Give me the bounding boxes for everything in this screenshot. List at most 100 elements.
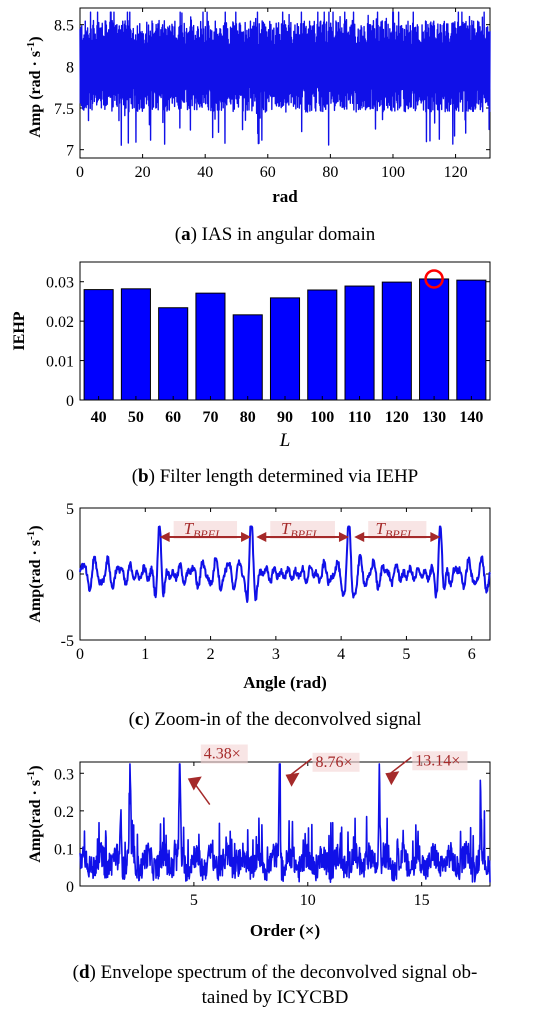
y-tick-label: 7.5 <box>54 101 74 118</box>
x-tick-label: 120 <box>444 164 468 181</box>
x-tick-label: 50 <box>128 409 144 426</box>
x-tick-label: 15 <box>414 892 430 909</box>
period-annotation: TBPFI <box>159 519 252 543</box>
annotation-line <box>388 756 412 775</box>
bar <box>456 279 487 401</box>
x-tick-label: 20 <box>135 164 151 181</box>
bar <box>419 278 450 401</box>
series-ias <box>79 11 491 146</box>
arrow-left-icon <box>159 532 170 543</box>
peak-annotation: 4.38× <box>187 744 248 805</box>
x-tick-label: 110 <box>348 409 371 426</box>
arrow-icon <box>385 771 400 786</box>
annotation-label: TBPFI <box>376 519 412 541</box>
x-tick-label: 130 <box>422 409 446 426</box>
x-tick-label: 6 <box>468 646 476 663</box>
x-axis-label: L <box>279 430 291 451</box>
chart-b: 0 0.01 0.02 0.03 40 50 60 70 80 90 100 110 120 130 140… <box>11 261 491 451</box>
period-annotation: TBPFI <box>256 519 349 543</box>
annotation-bg <box>200 744 248 764</box>
annotation-bg <box>312 752 360 772</box>
x-tick-label: 60 <box>165 409 181 426</box>
highlight-circle <box>424 269 444 289</box>
x-tick-label: 80 <box>322 164 338 181</box>
annotation-bg <box>173 521 238 540</box>
x-tick-label: 40 <box>91 409 107 426</box>
y-tick-label: 8 <box>66 59 74 76</box>
arrow-right-icon <box>430 532 441 543</box>
y-tick-label: 0.03 <box>46 275 74 292</box>
x-tick-label: 140 <box>459 409 483 426</box>
x-tick-label: 60 <box>260 164 276 181</box>
x-tick-label: 90 <box>277 409 293 426</box>
x-tick-label: 70 <box>202 409 218 426</box>
caption-b: (b) Filter length determined via IEHP <box>131 466 419 487</box>
bar <box>158 307 189 401</box>
annotation-bg <box>270 521 335 540</box>
period-annotation: TBPFI <box>354 519 441 543</box>
bar <box>83 289 114 401</box>
x-axis-label: rad <box>272 187 298 206</box>
arrow-icon <box>187 776 202 791</box>
peak-label: 13.14× <box>415 752 460 769</box>
arrow-right-icon <box>338 532 349 543</box>
chart-a: 0 20 40 60 80 100 120 7 7.5 8 8.5 rad Amp (rad · s-1… <box>25 7 491 206</box>
x-tick-label: 0 <box>76 164 84 181</box>
x-tick-label: 0 <box>76 646 84 663</box>
arrow-left-icon <box>354 532 365 543</box>
annotation-label: TBPFI <box>184 519 220 541</box>
bar <box>232 314 263 401</box>
y-tick-label: 0.01 <box>46 354 74 371</box>
bar <box>269 297 301 401</box>
bar <box>381 281 412 401</box>
y-tick-label: 0 <box>66 567 74 584</box>
y-tick-label: 5 <box>66 501 74 518</box>
y-tick-label: 8.5 <box>54 18 74 35</box>
plot-frame <box>79 761 491 887</box>
annotation-line <box>289 758 312 777</box>
x-axis-label: Order (×) <box>250 921 320 940</box>
y-tick-label: -5 <box>61 633 74 650</box>
bar <box>195 292 226 401</box>
x-tick-label: 80 <box>240 409 256 426</box>
y-axis-label: IEHP <box>11 311 28 350</box>
y-tick-label: 0 <box>66 879 74 896</box>
x-tick-label: 5 <box>190 892 198 909</box>
arrow-left-icon <box>256 532 267 543</box>
annotation-label: TBPFI <box>281 519 317 541</box>
annotation-bg <box>368 521 427 540</box>
arrow-icon <box>285 772 300 787</box>
peak-label: 8.76× <box>316 754 353 771</box>
x-tick-label: 2 <box>207 646 215 663</box>
chart-d: 5 10 15 0 0.1 0.2 0.3 4.38× 8.76× 13.14× Order (×)… <box>25 744 491 940</box>
series-envelope <box>79 763 491 883</box>
bar <box>344 285 375 401</box>
caption-c: (c) Zoom-in of the deconvolved signal <box>128 709 422 730</box>
x-tick-label: 3 <box>272 646 280 663</box>
x-tick-label: 100 <box>381 164 405 181</box>
y-tick-label: 7 <box>66 143 74 160</box>
caption-a: (a) IAS in angular domain <box>174 224 376 245</box>
bar <box>120 288 151 401</box>
x-tick-label: 120 <box>385 409 409 426</box>
x-tick-label: 100 <box>310 409 334 426</box>
peak-annotation: 13.14× <box>385 751 468 786</box>
peak-label: 4.38× <box>204 746 241 763</box>
caption-d: (d) Envelope spectrum of the deconvolved… <box>72 962 478 1008</box>
peak-annotation: 8.76× <box>285 752 360 787</box>
y-tick-label: 0 <box>66 393 74 410</box>
x-tick-label: 40 <box>197 164 213 181</box>
y-tick-label: 0.3 <box>54 766 74 783</box>
x-tick-label: 4 <box>337 646 345 663</box>
annotation-bg <box>412 751 468 771</box>
y-axis-label: Amp(rad · s-1) <box>25 765 44 862</box>
y-tick-label: 0.2 <box>54 804 74 821</box>
series-deconvolved <box>79 525 491 603</box>
y-tick-label: 0.02 <box>46 314 74 331</box>
y-tick-label: 0.1 <box>54 841 74 858</box>
x-tick-label: 10 <box>300 892 316 909</box>
bar <box>307 289 338 401</box>
x-tick-label: 5 <box>402 646 410 663</box>
